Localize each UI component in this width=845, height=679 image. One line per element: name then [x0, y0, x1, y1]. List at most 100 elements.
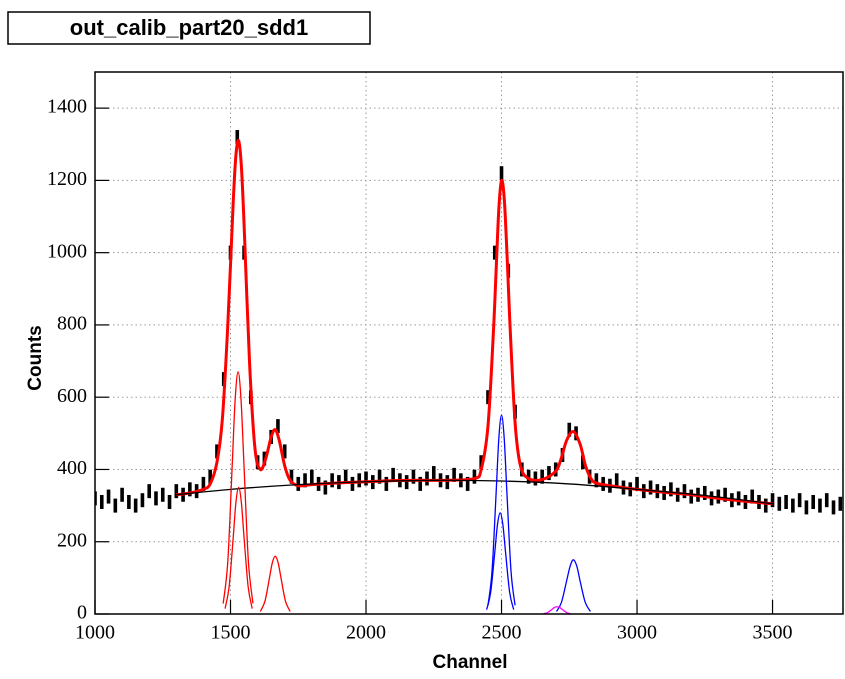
data-point	[702, 485, 707, 500]
title-box	[7, 11, 371, 45]
grid	[94, 72, 843, 615]
y-tick-label: 1200	[47, 168, 87, 190]
data-point	[404, 475, 409, 490]
data-point	[499, 166, 504, 181]
data-point	[310, 469, 314, 484]
data-point	[140, 493, 145, 508]
data-point	[147, 484, 152, 499]
data-point	[479, 455, 483, 470]
data-point	[343, 469, 348, 484]
y-tick-label: 800	[57, 313, 87, 335]
fit-component-curve	[222, 371, 254, 604]
y-axis-title: Counts	[25, 325, 46, 390]
data-point	[235, 130, 240, 145]
data-point	[208, 469, 212, 484]
data-point	[445, 475, 450, 490]
data-point	[831, 500, 836, 515]
y-tick-label: 400	[57, 457, 87, 479]
x-axis-title: Channel	[433, 652, 508, 673]
y-tick-label: 600	[57, 385, 87, 407]
data-point	[635, 476, 639, 491]
data-point	[431, 466, 436, 481]
data-point	[465, 476, 470, 491]
data-point	[770, 493, 775, 508]
data-point	[201, 476, 206, 491]
data-point	[540, 469, 544, 484]
data-point	[838, 496, 843, 511]
fit-component-curve	[543, 606, 571, 614]
data-point	[777, 496, 782, 511]
data-point	[648, 480, 653, 495]
x-tick-label: 2000	[346, 622, 386, 644]
data-point	[330, 473, 334, 488]
data-point	[824, 493, 829, 508]
data-point	[113, 498, 118, 513]
data-point	[350, 476, 355, 491]
frame	[94, 71, 844, 615]
x-tick-label: 3500	[753, 622, 793, 644]
x-tick-label: 1000	[75, 622, 115, 644]
data-point	[418, 476, 423, 491]
axes: 1000 1500 2000 2500 3000 3500 0 200 400 600 800 100…	[47, 96, 793, 644]
data-point	[750, 489, 755, 504]
data-point	[804, 500, 809, 515]
fit-component-curve	[259, 555, 291, 612]
total-fit-curve	[176, 138, 773, 506]
data-point	[276, 419, 280, 434]
data-point	[303, 473, 307, 488]
data-point	[682, 484, 687, 499]
data-point	[384, 476, 389, 491]
data-point	[188, 482, 192, 497]
data-point	[547, 466, 551, 481]
data-point	[357, 473, 362, 488]
x-tick-label: 2500	[482, 622, 522, 644]
data-point	[364, 471, 368, 486]
data-point	[581, 455, 585, 470]
data-point	[811, 494, 815, 509]
data-point	[452, 467, 456, 482]
data-point	[323, 480, 328, 495]
fit-component-curve	[555, 559, 591, 612]
data-point	[425, 471, 429, 486]
data-point	[160, 487, 165, 502]
x-tick-label: 1500	[211, 622, 251, 644]
data-point	[492, 245, 497, 260]
data-point	[567, 422, 572, 437]
data-point	[106, 489, 111, 504]
data-point	[391, 467, 395, 482]
data-point	[689, 489, 694, 504]
data-point	[533, 471, 538, 486]
x-tick-label: 3000	[617, 622, 657, 644]
y-tick-label: 1000	[47, 240, 87, 262]
data-point	[289, 469, 294, 484]
y-tick-label: 1400	[47, 96, 87, 118]
data-point	[95, 491, 97, 506]
data-point	[669, 482, 673, 497]
data-point	[282, 444, 287, 459]
data-point	[215, 444, 219, 459]
data-point	[99, 494, 104, 509]
data-point	[133, 498, 138, 513]
data-point	[526, 469, 531, 484]
data-point	[797, 493, 802, 508]
data-point	[763, 498, 768, 513]
data-point	[174, 484, 179, 499]
data-point	[472, 469, 477, 484]
data-point	[791, 498, 795, 513]
data-point	[377, 469, 382, 484]
data-point	[486, 390, 490, 405]
data-point	[723, 487, 727, 502]
data-point	[614, 473, 619, 488]
fit-component-curve	[487, 414, 516, 606]
fit-component-curve	[485, 512, 515, 610]
data-point	[120, 487, 124, 502]
data-point	[784, 494, 788, 509]
data-point	[167, 494, 172, 509]
y-tick-label: 200	[57, 529, 87, 551]
fit-component-curve	[224, 486, 253, 609]
data-point	[127, 494, 131, 509]
data-point	[594, 473, 599, 488]
fit-component-curve	[176, 479, 773, 505]
data-point	[411, 469, 416, 484]
data-point	[818, 498, 822, 513]
